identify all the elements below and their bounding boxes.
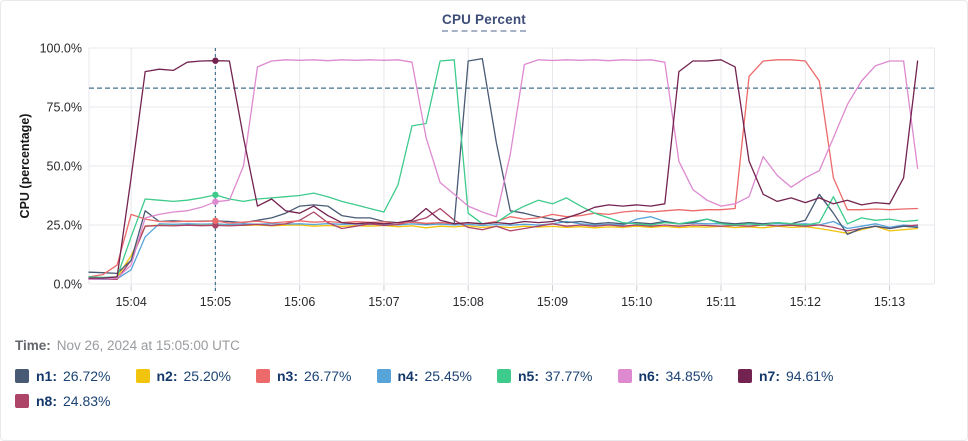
series-line-n3 <box>88 59 919 278</box>
legend-series-name: n4: <box>397 368 419 384</box>
crosshair-time-readout: Time: Nov 26, 2024 at 15:05:00 UTC <box>15 338 240 353</box>
series-lines <box>88 57 919 280</box>
x-tick-label: 15:12 <box>790 295 821 309</box>
legend-series-name: n2: <box>156 368 178 384</box>
legend-item-n6[interactable]: n6: 34.85% <box>617 368 739 384</box>
y-tick-label: 100.0% <box>40 42 82 56</box>
cpu-percent-chart[interactable]: 15:04 15:05 15:06 15:07 15:08 15:09 15:10 15:11… <box>1 1 968 321</box>
legend-item-n2[interactable]: n2: 25.20% <box>135 368 257 384</box>
x-tick-label: 15:11 <box>706 295 736 309</box>
legend-series-value: 34.85% <box>665 368 713 384</box>
legend-series-value: 26.77% <box>304 368 352 384</box>
legend-series-value: 25.45% <box>424 368 472 384</box>
x-tick-label: 15:08 <box>453 295 484 309</box>
crosshair-marker-n7 <box>212 57 219 64</box>
legend-row: n1: 26.72% n2: 25.20% n3: 26.77% n4: 25.45% n5: 3… <box>15 368 859 384</box>
y-tick-label: 50.0% <box>47 160 82 174</box>
x-tick-label: 15:10 <box>621 295 652 309</box>
legend-item-n7[interactable]: n7: 94.61% <box>738 368 859 384</box>
legend-series-value: 94.61% <box>786 368 834 384</box>
time-value: Nov 26, 2024 at 15:05:00 UTC <box>56 338 240 353</box>
crosshair-marker-n3 <box>212 217 219 225</box>
chart-title[interactable]: CPU Percent <box>442 12 526 32</box>
y-axis-title: CPU (percentage) <box>18 113 32 219</box>
legend-swatch-icon <box>376 369 391 383</box>
x-tick-label: 15:13 <box>874 295 905 309</box>
legend-series-name: n5: <box>518 368 539 384</box>
legend-swatch-icon <box>135 369 150 383</box>
legend-series-value: 25.20% <box>183 368 231 384</box>
legend-series-name: n1: <box>36 368 57 384</box>
crosshair-marker-n8 <box>212 222 219 229</box>
legend-series-name: n3: <box>277 368 298 384</box>
legend-series-name: n6: <box>638 368 660 384</box>
legend-swatch-icon <box>497 369 511 383</box>
x-tick-label: 15:09 <box>537 295 568 309</box>
legend-swatch-icon <box>256 369 270 383</box>
y-axis-labels: 100.0% 75.0% 50.0% 25.0% 0.0% <box>40 42 82 292</box>
x-tick-label: 15:05 <box>200 295 231 309</box>
x-axis-labels: 15:04 15:05 15:06 15:07 15:08 15:09 15:10 15:11… <box>115 285 905 309</box>
legend-item-n5[interactable]: n5: 37.77% <box>497 368 618 384</box>
crosshair-marker-n6 <box>212 198 219 205</box>
y-tick-label: 75.0% <box>47 101 82 115</box>
x-tick-label: 15:06 <box>284 295 315 309</box>
legend-item-n8[interactable]: n8: 24.83% <box>15 393 136 409</box>
series-line-n4 <box>88 216 919 280</box>
legend-swatch-icon <box>617 369 632 383</box>
series-line-n2 <box>88 223 919 279</box>
panel-header: CPU Percent <box>1 11 967 32</box>
legend-series-name: n7: <box>759 368 780 384</box>
y-tick-label: 0.0% <box>54 278 83 292</box>
chart-legend: n1: 26.72% n2: 25.20% n3: 26.77% n4: 25.45% n5: 3… <box>15 368 859 418</box>
legend-item-n3[interactable]: n3: 26.77% <box>256 368 377 384</box>
legend-row: n8: 24.83% <box>15 393 859 409</box>
legend-item-n4[interactable]: n4: 25.45% <box>376 368 498 384</box>
x-tick-label: 15:04 <box>115 295 146 309</box>
crosshair-markers <box>212 57 219 229</box>
legend-swatch-icon <box>15 394 29 408</box>
time-label: Time: <box>15 338 51 353</box>
legend-item-n1[interactable]: n1: 26.72% <box>15 368 136 384</box>
y-tick-label: 25.0% <box>47 219 82 233</box>
crosshair-marker-n5 <box>212 191 219 199</box>
series-line-n5 <box>88 59 919 279</box>
legend-series-value: 24.83% <box>63 393 111 409</box>
series-line-n6 <box>88 59 919 280</box>
legend-swatch-icon <box>738 369 752 383</box>
grid-lines <box>88 47 935 285</box>
series-line-n8 <box>88 207 919 280</box>
x-tick-label: 15:07 <box>368 295 399 309</box>
legend-series-name: n8: <box>36 393 57 409</box>
legend-series-value: 37.77% <box>545 368 593 384</box>
legend-series-value: 26.72% <box>63 368 111 384</box>
legend-swatch-icon <box>15 369 29 383</box>
series-line-n7 <box>88 59 919 279</box>
